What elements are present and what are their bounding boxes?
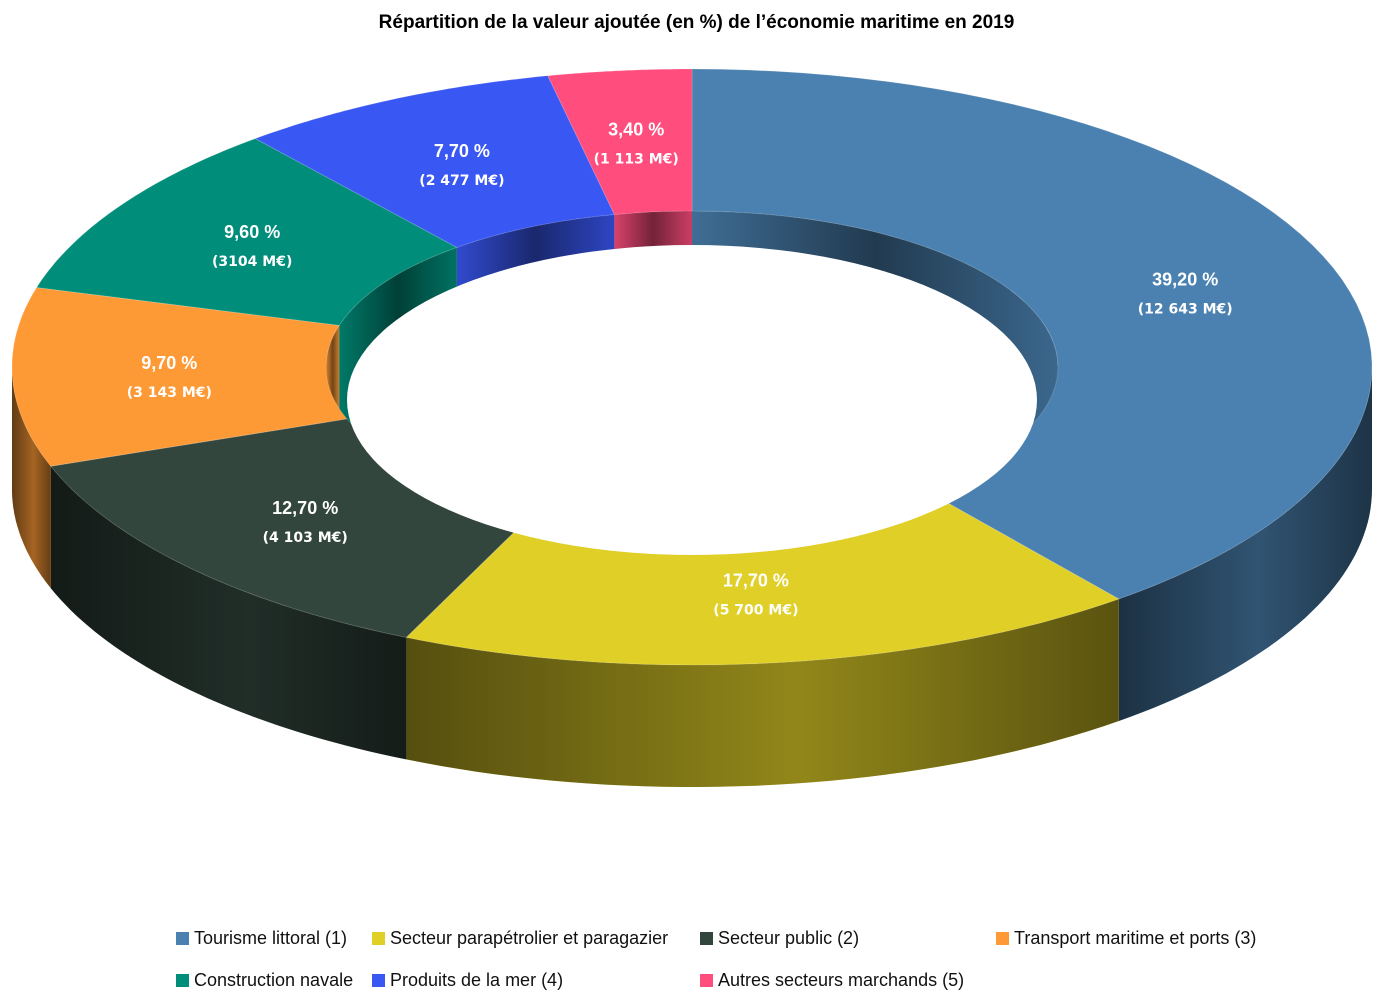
slice-label-percent-5: 7,70 % — [434, 141, 490, 161]
slice-label-percent-2: 12,70 % — [272, 498, 338, 518]
slice-label-amount-6: (1 113 M€) — [594, 151, 679, 167]
slice-label-percent-3: 9,70 % — [141, 353, 197, 373]
slice-6 — [547, 68, 693, 216]
side-shade-3 — [12, 367, 51, 589]
slice-label-percent-4: 9,60 % — [224, 222, 280, 242]
slice-label-percent-1: 17,70 % — [723, 570, 789, 590]
side-shade-1 — [406, 599, 1119, 787]
slice-label-amount-2: (4 103 M€) — [263, 530, 348, 546]
slice-label-percent-6: 3,40 % — [608, 119, 664, 139]
slice-label-amount-5: (2 477 M€) — [419, 173, 504, 189]
chart-title: Répartition de la valeur ajoutée (en %) … — [378, 12, 1015, 33]
slice-label-amount-4: (3104 M€) — [212, 254, 292, 270]
slice-label-amount-1: (5 700 M€) — [713, 602, 798, 618]
side-shade-0 — [1118, 367, 1372, 721]
side-shade-2 — [50, 466, 407, 760]
donut-hole — [347, 245, 1037, 555]
slice-label-percent-0: 39,20 % — [1152, 269, 1218, 289]
slice-label-amount-0: (12 643 M€) — [1138, 301, 1233, 317]
slice-label-amount-3: (3 143 M€) — [127, 385, 212, 401]
